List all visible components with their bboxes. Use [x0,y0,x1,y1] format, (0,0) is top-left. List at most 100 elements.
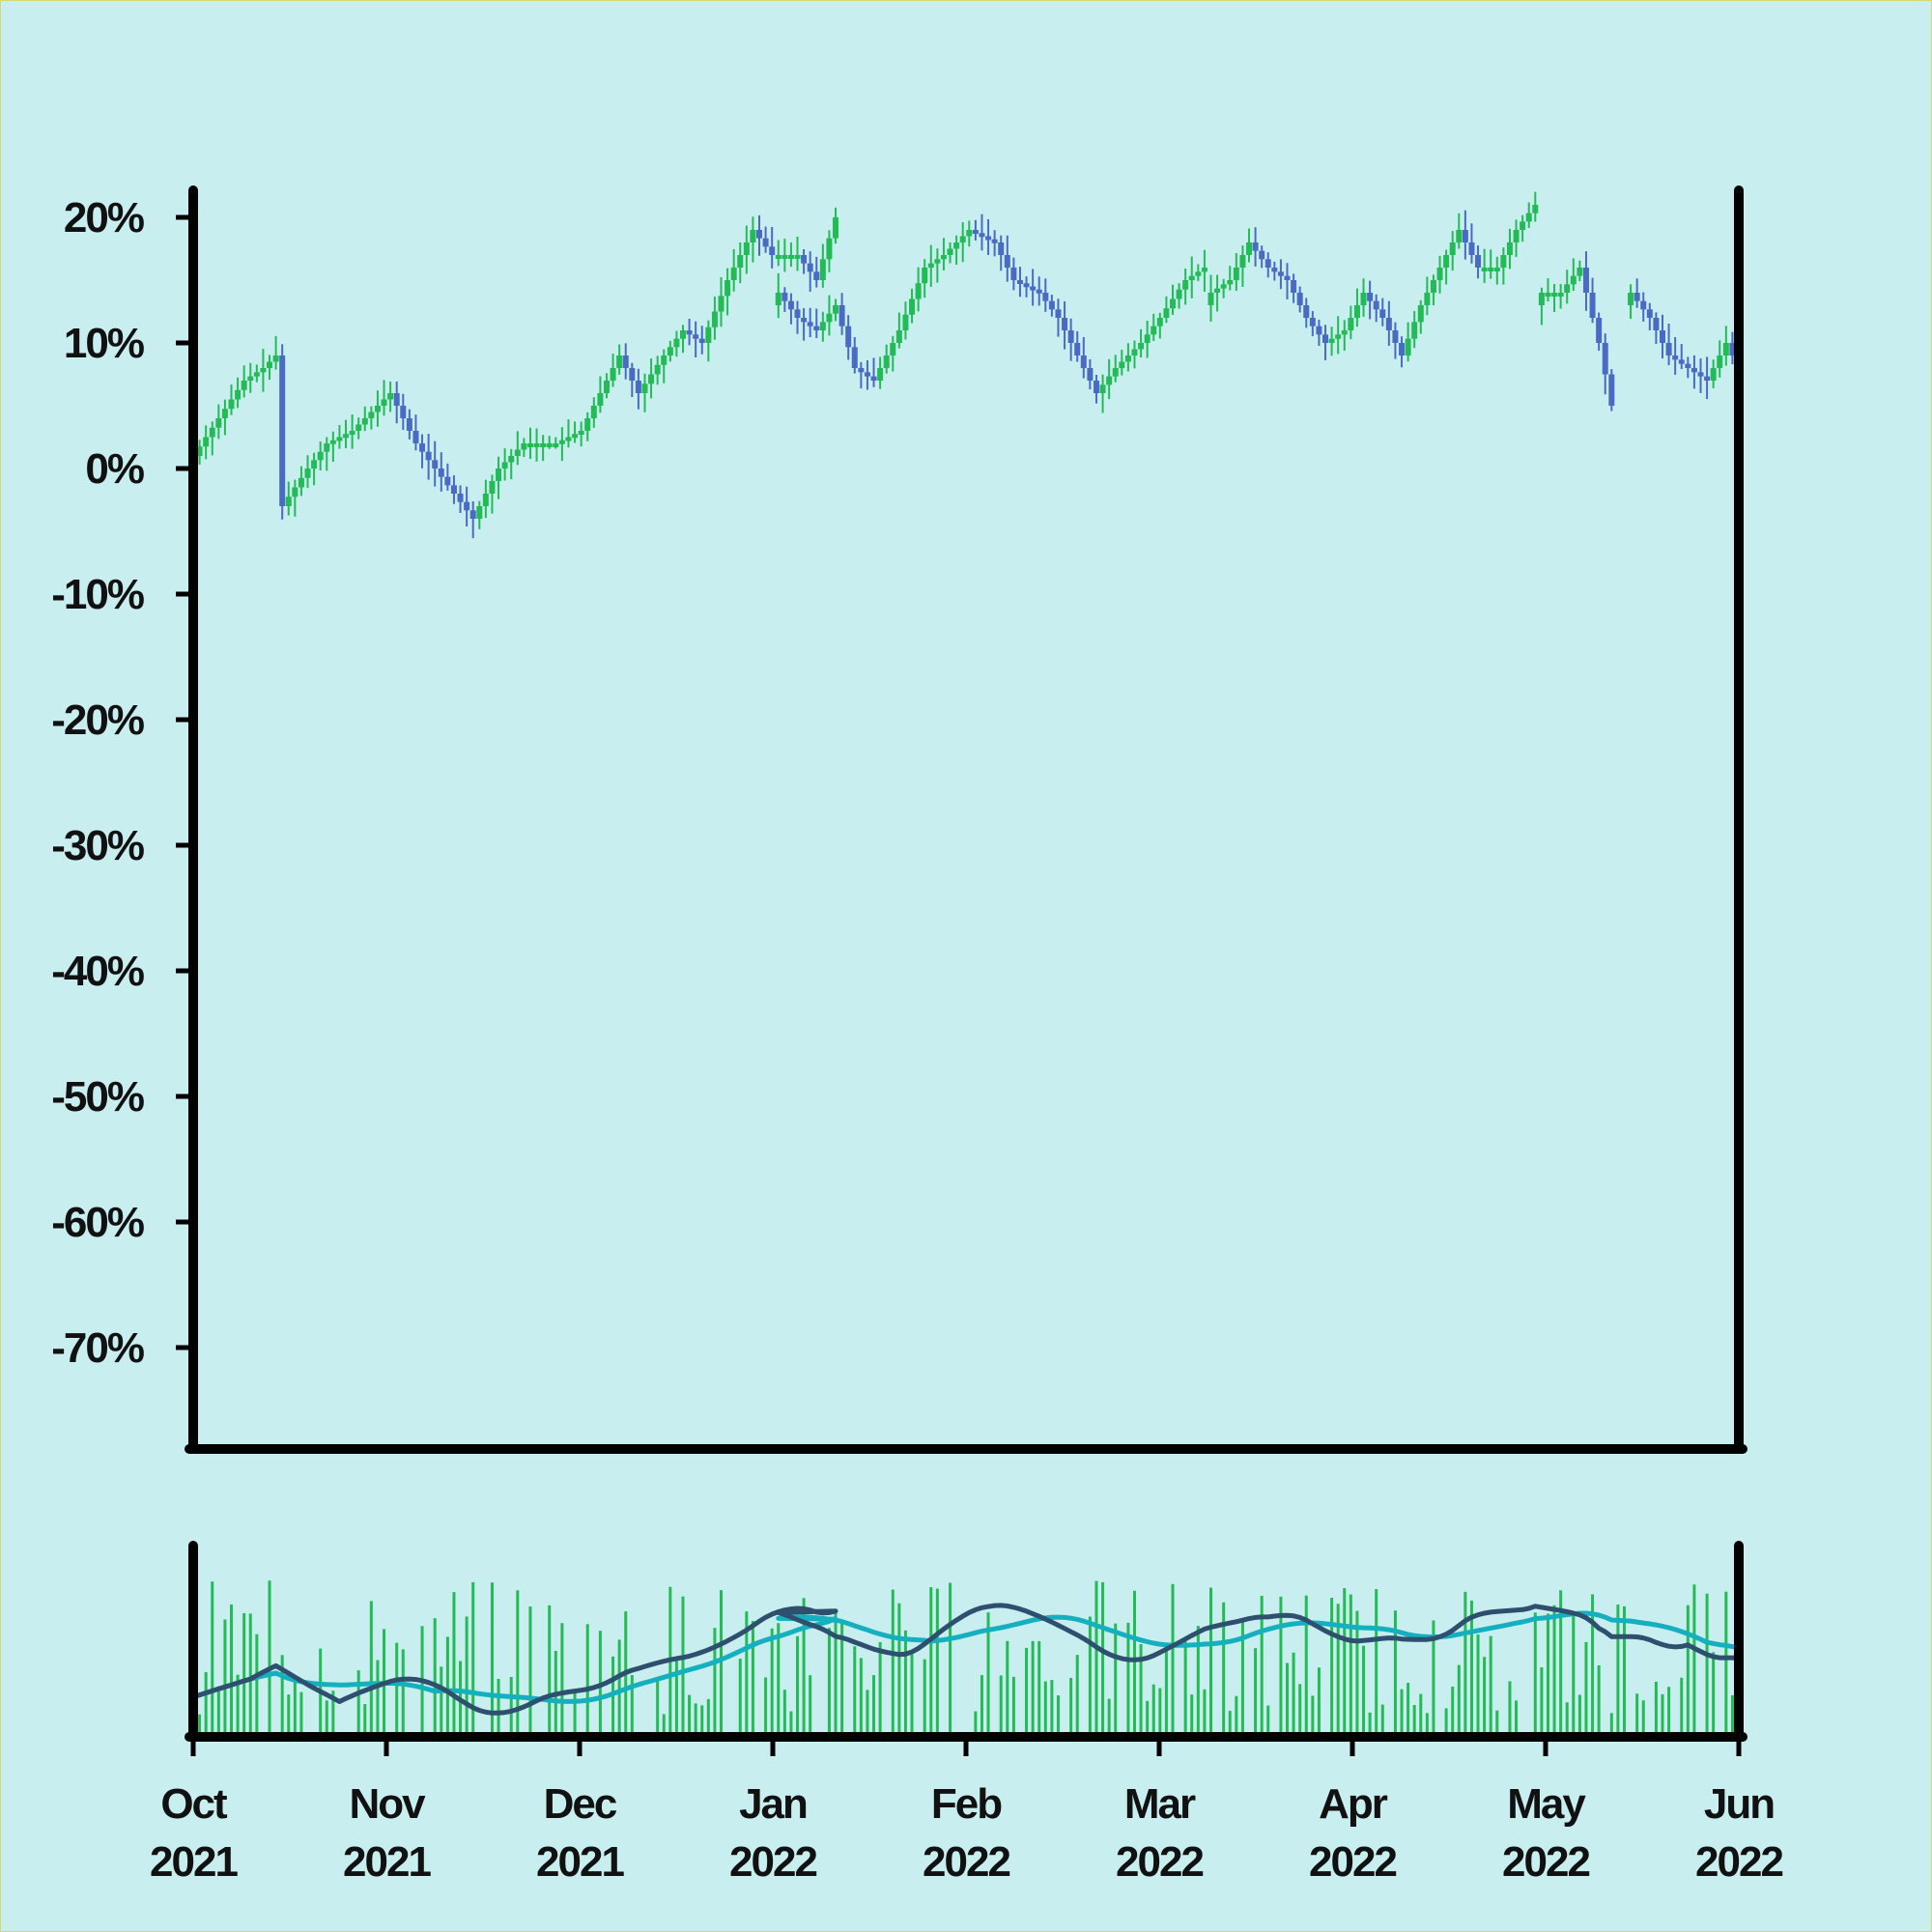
volume-bar [1056,1695,1060,1734]
candle-body [890,343,896,355]
volume-bar [1311,1695,1315,1734]
candle-body [1545,293,1551,297]
price-panel: 20% 10% 0% -10% -20% -30% -40% -50% -60% -70% [51,185,1747,1454]
candle-body [1156,318,1163,327]
candle-body [909,298,916,315]
candle-body [1220,284,1227,289]
candle-body [1506,242,1513,255]
candle-body [521,443,527,450]
volume-bar [268,1580,271,1734]
volume-bar [1661,1693,1664,1734]
candle-body [775,293,781,305]
candle-body [1023,283,1030,288]
volume-bar [770,1628,774,1734]
volume-bar [782,1690,786,1734]
volume-bar [1222,1602,1226,1734]
candle-body [1099,384,1106,393]
volume-bar [1298,1684,1302,1734]
candle-body [438,469,444,477]
volume-bar [516,1590,520,1734]
candle-body [769,246,776,255]
y-tick-label: -20% [51,696,144,744]
volume-bar [1597,1664,1601,1734]
volume-bar [497,1678,500,1734]
candle-body [787,300,794,310]
x-tick-month: Nov [349,1780,426,1828]
x-tick-year: 2022 [1695,1838,1782,1886]
candle-body [622,355,629,368]
volume-bar [440,1666,443,1734]
candle-body [1036,289,1042,294]
volume-bar [700,1705,704,1734]
volume-bar [363,1704,367,1734]
candle-body [1392,330,1399,343]
volume-bar [528,1606,532,1734]
candle-body [215,418,222,428]
candle-body [419,443,426,452]
volume-bar [1006,1640,1009,1734]
volume-bar [560,1623,564,1734]
candle-body [1335,334,1342,339]
candle-body [833,217,839,239]
candle-body [1462,230,1468,242]
candle-body [1456,230,1463,242]
candle-body [667,347,673,355]
volume-bar [1011,1676,1015,1734]
volume-bar [1355,1610,1359,1734]
volume-bar [923,1659,926,1734]
candle-body [317,451,324,461]
candle-body [826,313,833,323]
candle-body [590,406,597,418]
candle-body [1322,334,1329,343]
candle-body [679,330,686,339]
volume-bar [401,1649,405,1734]
volume-bar [1463,1591,1467,1734]
volume-bar [1025,1647,1029,1734]
volume-bar [1349,1594,1352,1734]
candle-body [1678,359,1685,364]
volume-bar [827,1628,831,1734]
volume-bar [1686,1605,1690,1734]
candle-body [1138,343,1145,350]
volume-bar [1094,1580,1098,1734]
candle-body [1653,318,1660,330]
candle-body [540,443,547,447]
candle-body [572,434,579,439]
candle-body [730,268,737,280]
candle-body [1411,322,1418,339]
candle-body [279,355,286,506]
candle-body [756,230,763,239]
candle-body [922,268,928,284]
volume-bar [1235,1695,1238,1734]
candle-body [610,368,616,381]
volume-bar [216,1686,220,1734]
volume-bar [706,1698,710,1734]
candle-body [1055,309,1062,318]
candle-body [883,355,890,368]
candle-body [966,230,973,237]
candle-body [902,314,909,330]
volume-bar [834,1609,838,1734]
candle-body [387,393,394,400]
candle-body [1551,293,1558,297]
candle-body [648,374,655,384]
candle-body [781,255,788,259]
volume-bar [1680,1677,1684,1734]
volume-bar [688,1694,692,1734]
candle-body [635,381,641,393]
volume-bar [395,1642,399,1734]
candle-body [1513,230,1520,242]
candle-body [304,469,311,478]
volume-bar [1533,1612,1537,1734]
candle-body [787,255,794,259]
volume-bar [1654,1681,1658,1734]
candle-body [1436,268,1443,280]
candle-body [329,440,336,444]
volume-bar [796,1635,800,1734]
candle-body [1080,355,1087,368]
candle-body [292,487,298,497]
candle-body [1443,255,1450,268]
candle-body [514,449,521,456]
candle-body [1564,284,1571,293]
candle-body [895,330,902,343]
